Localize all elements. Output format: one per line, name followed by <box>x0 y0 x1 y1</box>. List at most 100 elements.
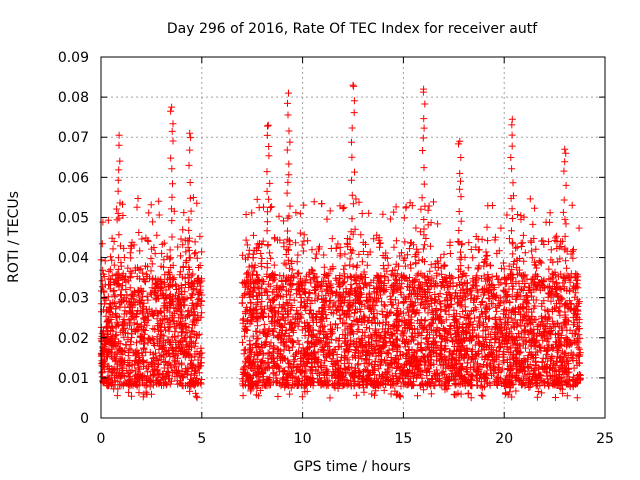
data-point <box>493 307 501 315</box>
data-point <box>112 331 120 339</box>
data-point <box>481 255 489 263</box>
data-point <box>358 258 366 266</box>
data-point <box>163 306 171 314</box>
data-point <box>268 203 276 211</box>
data-point <box>131 348 139 356</box>
data-point <box>135 365 143 373</box>
data-point <box>112 370 120 378</box>
data-point <box>180 296 188 304</box>
data-point <box>189 318 197 326</box>
data-point <box>340 265 348 273</box>
data-point <box>238 299 246 307</box>
data-point <box>362 274 369 281</box>
data-point <box>328 235 336 243</box>
data-point <box>119 270 127 278</box>
data-point <box>114 320 122 328</box>
data-point <box>552 394 559 401</box>
data-point <box>248 209 256 217</box>
data-point <box>165 327 173 335</box>
data-point <box>513 243 521 251</box>
data-point <box>153 231 161 239</box>
data-point <box>149 310 157 318</box>
data-point <box>114 280 122 288</box>
data-point <box>179 374 186 382</box>
data-point <box>159 316 167 324</box>
data-point <box>427 261 435 269</box>
data-point <box>185 311 193 319</box>
data-point <box>358 210 366 217</box>
data-point <box>125 345 133 353</box>
data-point <box>135 229 143 236</box>
data-point <box>311 254 319 262</box>
data-point <box>355 198 363 206</box>
data-point <box>113 205 121 213</box>
data-point <box>133 310 141 318</box>
data-point <box>394 299 402 307</box>
data-point <box>184 243 192 251</box>
data-point <box>417 205 425 213</box>
data-point <box>139 269 147 277</box>
data-point <box>124 359 132 366</box>
data-point <box>363 261 371 269</box>
data-point <box>400 214 408 222</box>
data-point <box>117 291 124 299</box>
data-point <box>98 277 106 285</box>
data-point <box>110 287 118 294</box>
data-point <box>295 340 303 348</box>
data-point <box>421 317 429 325</box>
data-point <box>469 254 477 262</box>
data-point <box>477 391 485 399</box>
data-point <box>103 381 111 389</box>
data-point <box>169 317 177 325</box>
data-point <box>104 368 112 376</box>
data-point <box>107 316 115 323</box>
data-point <box>146 289 154 297</box>
data-point <box>404 311 412 319</box>
data-point <box>575 224 583 232</box>
data-point <box>574 338 582 346</box>
data-point <box>150 309 158 317</box>
data-point <box>424 206 432 214</box>
data-point <box>103 362 111 370</box>
data-point <box>151 326 159 333</box>
data-point <box>346 255 354 263</box>
data-point <box>111 339 119 347</box>
data-point <box>432 371 440 379</box>
data-point <box>137 297 145 305</box>
data-point <box>175 359 183 367</box>
data-point <box>98 369 106 377</box>
data-point <box>147 201 155 209</box>
data-point <box>420 386 428 394</box>
data-point <box>529 220 537 228</box>
data-point <box>127 301 135 309</box>
data-point <box>291 356 299 364</box>
data-point <box>120 325 127 333</box>
data-point <box>162 358 170 365</box>
data-point <box>194 299 202 307</box>
data-point <box>183 294 191 302</box>
data-point <box>179 241 187 249</box>
data-point <box>103 375 111 383</box>
data-point <box>573 394 581 402</box>
data-point <box>300 231 308 239</box>
data-point <box>310 198 318 206</box>
data-point <box>164 336 172 344</box>
data-point <box>189 339 197 347</box>
data-point <box>193 280 201 288</box>
data-point <box>145 363 152 371</box>
data-point <box>191 367 199 375</box>
data-point <box>104 335 112 343</box>
data-point <box>129 307 137 315</box>
data-point <box>192 317 200 325</box>
data-point <box>294 251 302 259</box>
data-point <box>177 328 185 336</box>
data-point <box>267 254 275 262</box>
data-point <box>436 381 444 389</box>
data-point <box>422 235 430 242</box>
data-point <box>127 346 135 354</box>
data-point <box>113 270 121 278</box>
data-point <box>107 253 115 261</box>
data-point <box>98 337 106 345</box>
data-point <box>129 291 137 298</box>
data-point <box>125 388 133 396</box>
